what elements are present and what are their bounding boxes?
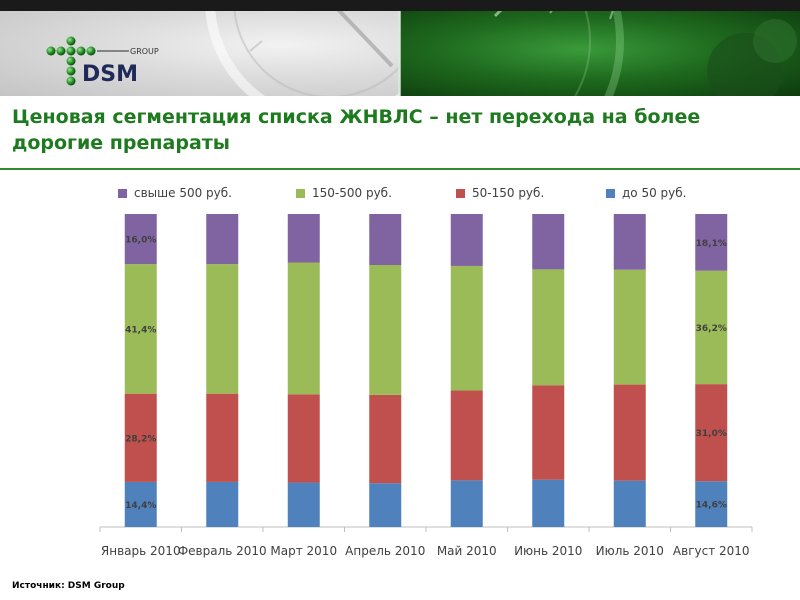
bar-segment (124, 214, 157, 265)
bar-segment (287, 482, 320, 527)
title-divider (0, 168, 800, 170)
bar-segment (613, 269, 646, 385)
clock-decoration (205, 11, 455, 96)
bar-segment (450, 265, 483, 391)
legend-swatch-over-500 (118, 188, 127, 198)
legend-label-50-150: 50-150 руб. (472, 186, 545, 200)
x-tick-label: Февраль 2010 (178, 544, 267, 558)
bar-segment (695, 384, 728, 482)
data-label: 16,0% (125, 236, 156, 246)
bar-segment (532, 385, 565, 480)
bar-segment (369, 483, 402, 527)
bar-segment (369, 214, 402, 266)
legend-item-over-500: свыше 500 руб. (118, 184, 232, 202)
dsm-logo-icon: GROUP DSM (46, 36, 159, 87)
bar-segment (695, 214, 728, 271)
legend-label-150-500: 150-500 руб. (312, 186, 392, 200)
bar-segment (124, 481, 157, 527)
bar-segment (287, 262, 320, 395)
x-tick-label: Май 2010 (437, 544, 497, 558)
data-label: 18,1% (696, 239, 727, 249)
banner-divider (398, 11, 401, 96)
bar-segment (206, 481, 239, 527)
header-banner: GROUP DSM (0, 11, 800, 96)
legend-item-50-150: 50-150 руб. (456, 184, 544, 202)
bar-segment (532, 269, 565, 386)
legend-label-over-500: свыше 500 руб. (134, 186, 232, 200)
data-label: 14,4% (125, 501, 156, 511)
bar-segment (450, 214, 483, 266)
bar-segment (450, 480, 483, 527)
x-tick-label: Апрель 2010 (345, 544, 425, 558)
data-label: 41,4% (125, 325, 156, 335)
data-label: 36,2% (696, 324, 727, 334)
x-tick-label: Июль 2010 (596, 544, 664, 558)
bar-segment (206, 264, 239, 394)
bar-segment (532, 214, 565, 270)
bar-segment (206, 214, 239, 265)
x-tick-label: Март 2010 (270, 544, 337, 558)
bar-segment (287, 214, 320, 263)
x-tick-label: Январь 2010 (101, 544, 181, 558)
chart-legend: свыше 500 руб. 150-500 руб. 50-150 руб. … (118, 184, 758, 202)
bar-segment (287, 394, 320, 483)
bar-segment (124, 393, 157, 482)
data-label: 14,6% (696, 501, 727, 511)
legend-item-150-500: 150-500 руб. (296, 184, 392, 202)
bar-segment (369, 394, 402, 484)
x-tick-label: Август 2010 (673, 544, 750, 558)
bar-segment (369, 265, 402, 395)
bar-segment (450, 390, 483, 481)
svg-text:GROUP: GROUP (130, 47, 159, 56)
bar-segment (206, 393, 239, 482)
x-tick-label: Июнь 2010 (514, 544, 582, 558)
bar-segment (613, 480, 646, 527)
page-title: Ценовая сегментация списка ЖНВЛС – нет п… (12, 106, 701, 154)
legend-swatch-50-150 (456, 188, 465, 198)
data-label: 31,0% (696, 429, 727, 439)
bar-segment (613, 214, 646, 270)
company-logo: GROUP DSM (44, 33, 164, 93)
data-label: 28,2% (125, 434, 156, 444)
title-area (0, 96, 800, 168)
source-note: Источник: DSM Group (12, 581, 125, 591)
legend-swatch-150-500 (296, 188, 305, 198)
bar-segment (695, 270, 728, 385)
svg-text:DSM: DSM (82, 62, 138, 87)
bar-segment (695, 481, 728, 527)
legend-item-under-50: до 50 руб. (606, 184, 686, 202)
bar-segment (124, 264, 157, 394)
bar-segment (532, 479, 565, 527)
bar-segment (613, 384, 646, 481)
legend-label-under-50: до 50 руб. (622, 186, 687, 200)
top-strip (0, 0, 800, 11)
legend-swatch-under-50 (606, 188, 615, 198)
